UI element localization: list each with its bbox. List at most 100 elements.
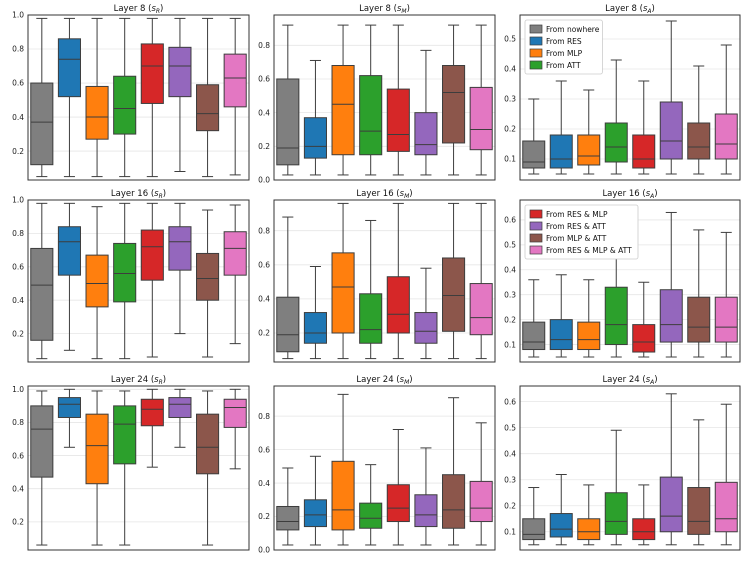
legend-label: From RES & MLP bbox=[546, 210, 608, 219]
box-iqr bbox=[57, 38, 81, 98]
box-from-mlp-att bbox=[196, 209, 220, 358]
box-from-res-att bbox=[414, 267, 438, 360]
legend-swatch bbox=[529, 24, 543, 34]
panel-frame bbox=[273, 14, 496, 181]
box-iqr bbox=[386, 484, 410, 523]
y-tick-label: 1.0 bbox=[12, 385, 24, 394]
box-iqr bbox=[113, 75, 137, 135]
box-iqr bbox=[549, 319, 573, 351]
y-tick-label: 0.6 bbox=[12, 79, 24, 88]
panel-7: 0.2 0.4 0.6 0.8 1.0 Layer 24 (sR) bbox=[12, 375, 250, 551]
box-iqr bbox=[303, 117, 327, 159]
y-tick-label: 0.4 bbox=[12, 113, 24, 122]
y-tick-label: 0.3 bbox=[504, 290, 516, 299]
box-iqr bbox=[57, 226, 81, 276]
y-tick-label: 0.6 bbox=[258, 445, 270, 454]
box-iqr bbox=[196, 413, 220, 475]
box-from-mlp bbox=[577, 279, 601, 358]
panel-frame bbox=[273, 199, 496, 363]
box-from-res bbox=[303, 455, 327, 546]
y-tick-label: 0.2 bbox=[504, 501, 516, 510]
y-tick-label: 0.2 bbox=[12, 518, 24, 527]
box-from-att bbox=[113, 390, 137, 546]
box-iqr bbox=[549, 513, 573, 538]
box-iqr bbox=[168, 226, 192, 271]
box-from-mlp-att bbox=[687, 65, 711, 175]
panel-title: Layer 8 (sM) bbox=[359, 4, 410, 15]
box-iqr bbox=[386, 88, 410, 152]
panel-title: Layer 8 (sR) bbox=[114, 4, 164, 15]
y-tick-label: 0.2 bbox=[258, 512, 270, 521]
box-iqr bbox=[85, 254, 109, 308]
box-from-att bbox=[359, 219, 383, 360]
y-tick-label: 0.6 bbox=[258, 261, 270, 270]
y-tick-label: 0.6 bbox=[258, 75, 270, 84]
box-from-res-att bbox=[414, 447, 438, 546]
box-from-nowhere bbox=[522, 98, 546, 175]
box-iqr bbox=[196, 252, 220, 301]
y-tick-label: 0.8 bbox=[258, 226, 270, 235]
box-iqr bbox=[632, 518, 656, 541]
panel-title: Layer 8 (sA) bbox=[605, 4, 655, 15]
box-from-mlp-att bbox=[442, 202, 466, 360]
panel-frame bbox=[27, 199, 250, 363]
y-tick-label: 0.5 bbox=[504, 423, 516, 432]
panel-1: 0.2 0.4 0.6 0.8 1.0 Layer 8 (sR) bbox=[12, 4, 250, 181]
y-tick-label: 0.5 bbox=[504, 35, 516, 44]
box-iqr bbox=[276, 296, 300, 353]
box-iqr bbox=[659, 289, 683, 343]
box-from-att bbox=[113, 17, 137, 178]
box-iqr bbox=[549, 134, 573, 169]
panel-frame bbox=[519, 14, 741, 181]
box-from-res bbox=[549, 274, 573, 358]
box-iqr bbox=[359, 293, 383, 344]
legend-label: From MLP & ATT bbox=[546, 234, 607, 243]
box-iqr bbox=[223, 53, 247, 108]
box-from-mlp-att bbox=[687, 229, 711, 358]
panel-4: 0.2 0.4 0.6 0.8 1.0 Layer 16 (sR) bbox=[12, 189, 250, 363]
box-iqr bbox=[276, 78, 300, 166]
y-tick-label: 0.2 bbox=[504, 315, 516, 324]
panel-title: Layer 16 (sM) bbox=[356, 189, 412, 200]
box-from-mlp bbox=[331, 393, 355, 546]
box-iqr bbox=[577, 518, 601, 541]
y-tick-label: 0.8 bbox=[12, 229, 24, 238]
box-iqr bbox=[196, 84, 220, 132]
box-from-res-att bbox=[659, 20, 683, 175]
legend: From nowhere From RES From MLP From ATT bbox=[524, 19, 603, 75]
box-from-res bbox=[57, 202, 81, 351]
box-iqr bbox=[140, 229, 164, 281]
legend-label: From RES & MLP & ATT bbox=[546, 246, 632, 255]
box-from-mlp bbox=[85, 390, 109, 546]
panel-title: Layer 24 (sA) bbox=[602, 375, 657, 386]
y-tick-label: 0.4 bbox=[258, 295, 270, 304]
box-from-res-mlp bbox=[632, 484, 656, 546]
y-tick-label: 0.2 bbox=[258, 142, 270, 151]
panel-frame bbox=[27, 385, 250, 551]
box-iqr bbox=[469, 480, 493, 523]
y-tick-label: 0.4 bbox=[504, 65, 516, 74]
box-from-res-mlp bbox=[632, 281, 656, 358]
box-iqr bbox=[469, 283, 493, 336]
legend-swatch bbox=[529, 48, 543, 58]
y-tick-label: 0.1 bbox=[504, 155, 516, 164]
box-iqr bbox=[442, 257, 466, 332]
box-from-att bbox=[604, 59, 628, 175]
box-iqr bbox=[714, 296, 738, 343]
box-iqr bbox=[469, 86, 493, 151]
legend-swatch bbox=[529, 36, 543, 46]
box-iqr bbox=[85, 413, 109, 485]
box-from-nowhere bbox=[30, 390, 54, 546]
box-from-res-mlp bbox=[632, 80, 656, 175]
box-iqr bbox=[140, 43, 164, 104]
box-iqr bbox=[714, 113, 738, 160]
box-iqr bbox=[442, 474, 466, 529]
y-tick-label: 0.3 bbox=[504, 475, 516, 484]
box-iqr bbox=[522, 518, 546, 541]
box-iqr bbox=[659, 101, 683, 160]
box-iqr bbox=[632, 134, 656, 169]
box-iqr bbox=[522, 321, 546, 351]
box-from-nowhere bbox=[276, 467, 300, 546]
box-from-nowhere bbox=[522, 279, 546, 358]
